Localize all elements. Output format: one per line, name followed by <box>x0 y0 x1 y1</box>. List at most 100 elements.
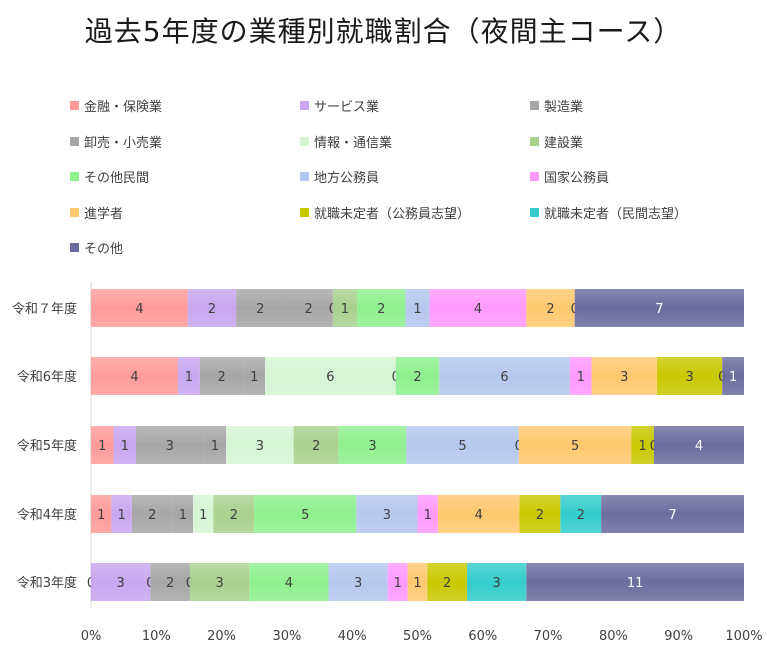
x-tick-label: 100% <box>725 629 762 644</box>
bar-segment <box>236 289 285 327</box>
data-label: 3 <box>166 439 174 454</box>
data-label: 3 <box>493 576 501 591</box>
bar-segment <box>395 357 440 395</box>
legend-swatch <box>530 136 539 146</box>
bar-segment <box>243 357 266 395</box>
data-label: 1 <box>250 370 258 385</box>
bar-segment <box>387 563 408 601</box>
bar-segment <box>466 563 527 601</box>
bar-segment <box>574 289 744 327</box>
bar-segment <box>518 426 632 464</box>
data-label: 1 <box>117 508 125 523</box>
bar-segment <box>91 495 112 533</box>
bar-segment <box>199 357 244 395</box>
chart-title: 過去5年度の業種別就職割合（夜間主コース） <box>84 15 683 48</box>
legend-item: 就職未定者（公務員志望） <box>300 203 470 222</box>
x-tick-label: 20% <box>207 629 236 644</box>
legend-item: その他民間 <box>70 167 149 186</box>
bar-segment <box>560 495 602 533</box>
bar-segment <box>631 426 654 464</box>
category-label: 令和5年度 <box>17 438 77 454</box>
data-label: 1 <box>639 439 647 454</box>
bar-segment <box>417 495 438 533</box>
bar-segment <box>722 357 744 395</box>
data-label: 1 <box>199 508 207 523</box>
legend-item: 就職未定者（民間志望） <box>530 203 687 222</box>
data-label: 2 <box>536 508 544 523</box>
x-tick-label: 80% <box>599 629 628 644</box>
legend-swatch <box>70 172 79 181</box>
bar-segment <box>136 426 204 464</box>
data-label: 1 <box>97 508 105 523</box>
data-label: 2 <box>305 302 313 317</box>
data-label: 2 <box>577 508 585 523</box>
x-tick-label: 50% <box>403 629 432 644</box>
legend-swatch <box>70 207 79 217</box>
data-label: 4 <box>135 302 143 317</box>
legend-swatch <box>70 101 79 110</box>
data-label: 2 <box>217 370 225 385</box>
x-tick-label: 40% <box>338 629 367 644</box>
legend-item: 建設業 <box>530 132 583 151</box>
data-label: 5 <box>458 439 466 454</box>
legend-label: 就職未定者（公務員志望） <box>314 206 471 222</box>
legend-swatch <box>530 101 539 110</box>
bar-segment <box>91 289 188 327</box>
bar-segment <box>131 495 173 533</box>
data-label: 6 <box>326 370 334 385</box>
legend-swatch <box>300 136 309 146</box>
bar-segment <box>429 289 527 327</box>
bar-segment <box>226 426 294 464</box>
x-tick-label: 70% <box>534 629 563 644</box>
legend-item: 製造業 <box>530 96 583 115</box>
legend-swatch <box>530 207 539 217</box>
bar-segment <box>113 426 137 464</box>
data-label: 4 <box>474 302 482 317</box>
bar-segment <box>111 495 132 533</box>
data-label: 3 <box>215 576 223 591</box>
data-label: 4 <box>130 370 138 385</box>
data-label: 1 <box>729 370 737 385</box>
bar-segment <box>405 289 430 327</box>
data-label: 3 <box>117 576 125 591</box>
bar-segment <box>653 426 744 464</box>
legend-label: その他 <box>84 242 124 257</box>
category-label: 令和6年度 <box>17 369 77 385</box>
data-label: 2 <box>208 302 216 317</box>
data-label: 2 <box>166 576 174 591</box>
bar-segment <box>439 357 570 395</box>
data-label: 2 <box>312 439 320 454</box>
bar-segment <box>427 563 467 601</box>
data-label: 4 <box>695 439 703 454</box>
bar-segment <box>591 357 657 395</box>
x-tick-label: 0% <box>81 629 102 644</box>
data-label: 1 <box>394 576 402 591</box>
legend-swatch <box>70 136 79 146</box>
data-label: 3 <box>354 576 362 591</box>
x-tick-label: 60% <box>468 629 497 644</box>
legend-swatch <box>300 101 309 110</box>
data-label: 1 <box>121 439 129 454</box>
data-label: 1 <box>424 508 432 523</box>
legend-item: 進学者 <box>70 203 123 222</box>
bar-segment <box>172 495 194 533</box>
data-label: 6 <box>500 370 508 385</box>
legend-item: 金融・保険業 <box>70 96 162 115</box>
data-label: 2 <box>230 508 238 523</box>
legend-label: その他民間 <box>84 171 150 186</box>
bar-segment <box>338 426 407 464</box>
bar-segment <box>213 495 255 533</box>
legend-swatch <box>530 172 539 181</box>
bar-segment <box>189 563 250 601</box>
legend-swatch <box>70 243 79 252</box>
bar-segment <box>656 357 723 395</box>
x-tick-label: 10% <box>142 629 171 644</box>
bar-segment <box>519 495 561 533</box>
legend-label: 卸売・小売業 <box>84 135 163 151</box>
bar-segment <box>265 357 396 395</box>
data-label: 1 <box>413 302 421 317</box>
legend-swatch <box>300 207 309 217</box>
data-label: 1 <box>413 576 421 591</box>
